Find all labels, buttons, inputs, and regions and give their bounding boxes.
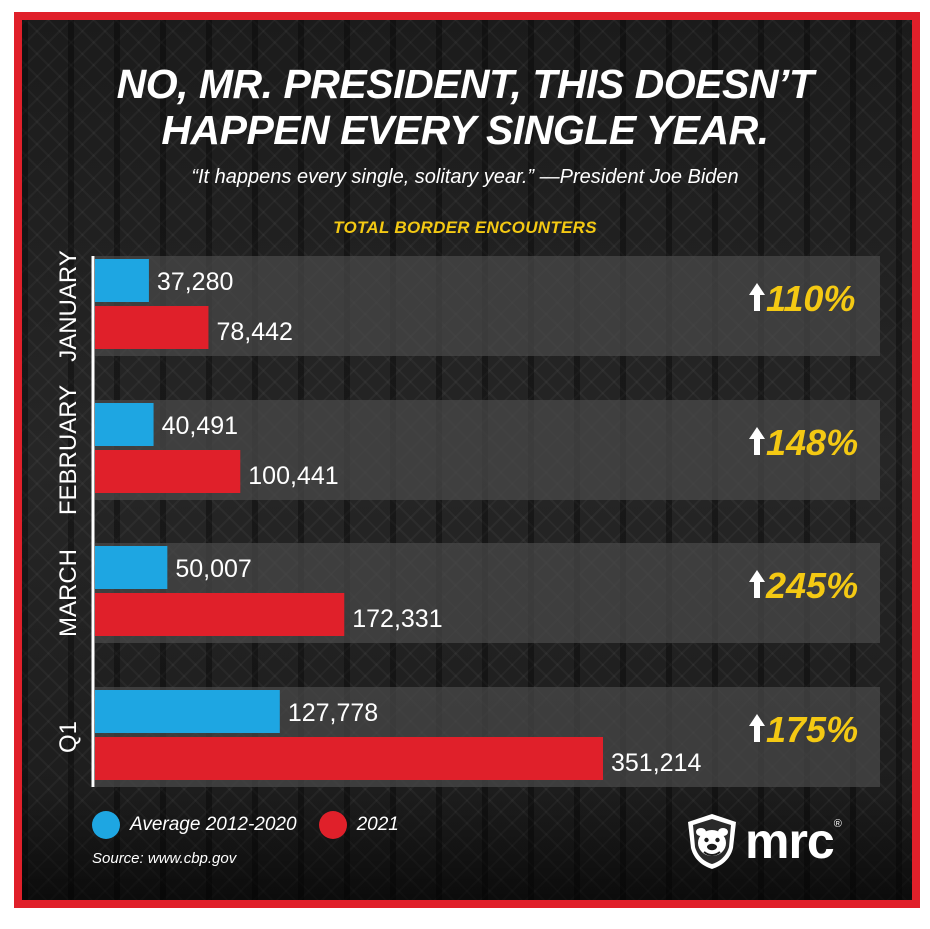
chart-title: TOTAL BORDER ENCOUNTERS xyxy=(333,218,597,237)
bulldog-shield-icon xyxy=(688,814,736,869)
value-label-average: 50,007 xyxy=(175,555,251,583)
value-label-average: 127,778 xyxy=(288,699,378,727)
legend: Average 2012-2020 2021 xyxy=(92,808,421,842)
bar-average xyxy=(95,690,280,733)
value-label-2021: 100,441 xyxy=(248,462,338,490)
logo-wordmark: mrc xyxy=(745,813,835,869)
bar-2021 xyxy=(95,593,345,636)
percent-change-label: 245% xyxy=(765,565,858,606)
value-label-average: 37,280 xyxy=(157,268,233,296)
bar-average xyxy=(95,259,149,302)
quote-subtitle: “It happens every single, solitary year.… xyxy=(191,166,739,188)
logo-registered-mark: ® xyxy=(833,818,842,830)
bar-2021 xyxy=(95,737,603,780)
legend-swatch-2021 xyxy=(318,811,347,839)
value-label-2021: 351,214 xyxy=(611,749,701,777)
value-label-2021: 172,331 xyxy=(352,605,442,633)
source-note: Source: www.cbp.gov xyxy=(92,850,237,867)
headline-line-1: NO, MR. PRESIDENT, THIS DOESN’T xyxy=(116,61,814,107)
headline-line-2: HAPPEN EVERY SINGLE YEAR. xyxy=(161,107,769,153)
bar-2021 xyxy=(95,306,209,349)
legend-item-average: Average 2012-2020 xyxy=(92,811,297,839)
legend-label-average: Average 2012-2020 xyxy=(130,814,297,835)
up-arrow-icon xyxy=(749,570,765,598)
category-label: JANUARY xyxy=(55,250,82,362)
category-label: Q1 xyxy=(55,721,82,753)
bar-2021 xyxy=(95,450,241,493)
bar-average xyxy=(95,546,168,589)
legend-label-2021: 2021 xyxy=(356,814,399,835)
percent-change-label: 175% xyxy=(766,709,858,750)
value-label-average: 40,491 xyxy=(162,412,238,440)
up-arrow-icon xyxy=(749,714,765,742)
category-label: MARCH xyxy=(55,549,82,637)
value-label-2021: 78,442 xyxy=(216,318,292,346)
legend-swatch-average xyxy=(92,811,120,839)
mrc-logo: mrc ® xyxy=(683,812,842,870)
up-arrow-icon xyxy=(749,283,765,311)
category-panel xyxy=(95,256,880,356)
up-arrow-icon xyxy=(749,427,765,455)
category-label: FEBRUARY xyxy=(55,385,82,515)
percent-change-label: 148% xyxy=(766,422,858,463)
bar-average xyxy=(95,403,154,446)
percent-change-label: 110% xyxy=(766,278,855,319)
legend-item-2021: 2021 xyxy=(318,811,399,839)
